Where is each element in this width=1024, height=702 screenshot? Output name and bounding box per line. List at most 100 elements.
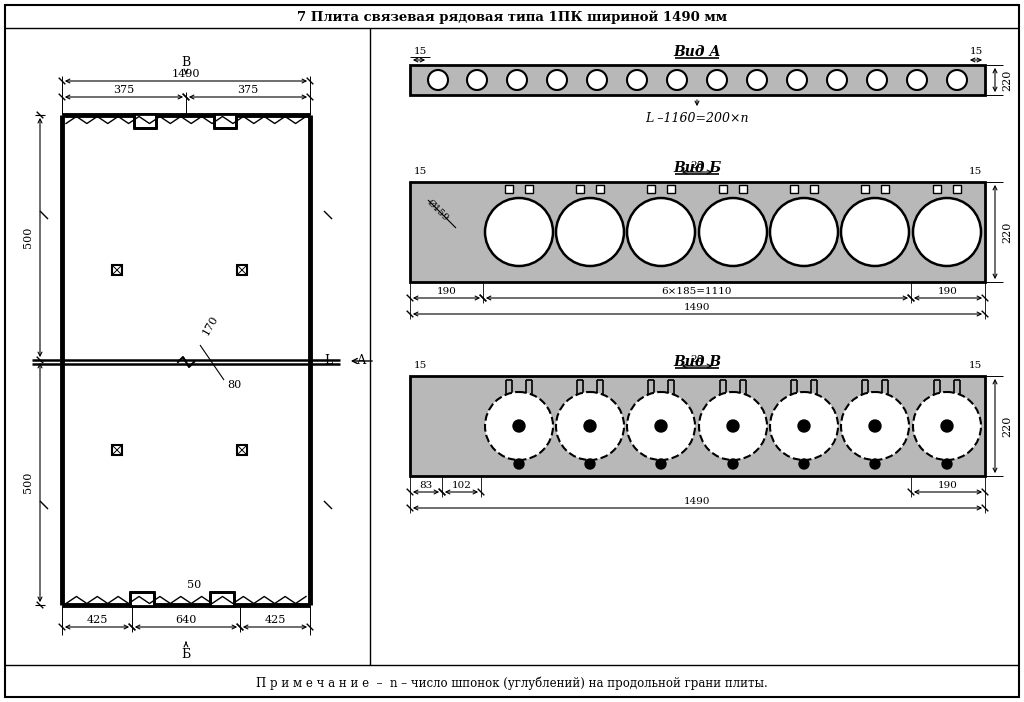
Text: L: L [324,355,332,368]
Bar [667,185,675,193]
Bar [134,114,156,128]
Bar [410,182,985,282]
Circle shape [667,70,687,90]
Text: Вид Б: Вид Б [673,161,721,175]
Text: 190: 190 [938,480,957,489]
Text: 15: 15 [969,362,982,371]
Text: 170: 170 [201,313,219,337]
Bar [790,185,798,193]
Bar [810,185,818,193]
Circle shape [514,459,524,469]
Circle shape [799,459,809,469]
Text: 102: 102 [452,480,471,489]
Circle shape [699,198,767,266]
Bar [596,185,604,193]
Circle shape [770,198,838,266]
Circle shape [485,392,553,460]
Text: П р и м е ч а н и е  –  n – число шпонок (углублений) на продольной грани плиты.: П р и м е ч а н и е – n – число шпонок (… [256,676,768,690]
Text: 1490: 1490 [684,303,711,312]
Circle shape [513,420,525,432]
Text: 500: 500 [23,227,33,249]
Text: 1490: 1490 [684,496,711,505]
Bar [410,376,985,476]
Circle shape [841,392,909,460]
Circle shape [913,392,981,460]
Text: 15: 15 [414,168,427,176]
Text: 425: 425 [86,615,108,625]
Text: 6×185=1110: 6×185=1110 [662,286,732,296]
Bar [112,445,122,455]
Text: 220: 220 [1002,416,1012,437]
Bar [525,185,534,193]
Text: 500: 500 [23,472,33,494]
Circle shape [556,392,624,460]
Text: 26: 26 [690,161,703,171]
Circle shape [585,459,595,469]
Text: 50: 50 [186,580,201,590]
Text: Ø159: Ø159 [426,197,451,223]
Text: 7 Плита связевая рядовая типа 1ПК шириной 1490 мм: 7 Плита связевая рядовая типа 1ПК ширино… [297,11,727,24]
Text: 26: 26 [690,355,703,364]
Circle shape [913,198,981,266]
Bar [647,185,655,193]
Circle shape [798,420,810,432]
Circle shape [870,459,880,469]
Circle shape [547,70,567,90]
Circle shape [584,420,596,432]
Circle shape [907,70,927,90]
Text: 83: 83 [420,480,432,489]
Text: 425: 425 [264,615,286,625]
Bar [237,445,247,455]
Text: 220: 220 [1002,221,1012,243]
Circle shape [746,70,767,90]
Circle shape [707,70,727,90]
Text: Б: Б [181,649,190,661]
Circle shape [941,420,953,432]
Circle shape [627,392,695,460]
Bar [210,592,234,606]
Bar [953,185,961,193]
Text: L –1160=200×n: L –1160=200×n [645,112,749,126]
Bar [237,265,247,275]
Text: Вид В: Вид В [673,355,721,369]
Bar [933,185,941,193]
Bar [112,265,122,275]
Circle shape [467,70,487,90]
Text: А: А [357,355,367,368]
Text: 1490: 1490 [172,69,201,79]
Bar [214,114,236,128]
Circle shape [770,392,838,460]
Circle shape [869,420,881,432]
Circle shape [841,198,909,266]
Circle shape [727,420,739,432]
Bar [505,185,513,193]
Bar [410,65,985,95]
Text: 15: 15 [969,168,982,176]
Circle shape [485,198,553,266]
Text: Вид А: Вид А [673,45,721,59]
Circle shape [627,70,647,90]
Bar [881,185,889,193]
Text: 15: 15 [970,48,983,56]
Circle shape [699,392,767,460]
Text: 190: 190 [436,286,457,296]
Text: 80: 80 [227,380,241,390]
Circle shape [656,459,666,469]
Circle shape [942,459,952,469]
Circle shape [787,70,807,90]
Bar [861,185,869,193]
Bar [739,185,746,193]
Circle shape [655,420,667,432]
Circle shape [728,459,738,469]
Bar [130,592,154,606]
Text: 15: 15 [414,362,427,371]
Circle shape [947,70,967,90]
Text: 375: 375 [238,85,259,95]
Bar [719,185,727,193]
Text: 640: 640 [175,615,197,625]
Text: 220: 220 [1002,69,1012,91]
Circle shape [556,198,624,266]
Circle shape [507,70,527,90]
Circle shape [428,70,449,90]
Circle shape [587,70,607,90]
